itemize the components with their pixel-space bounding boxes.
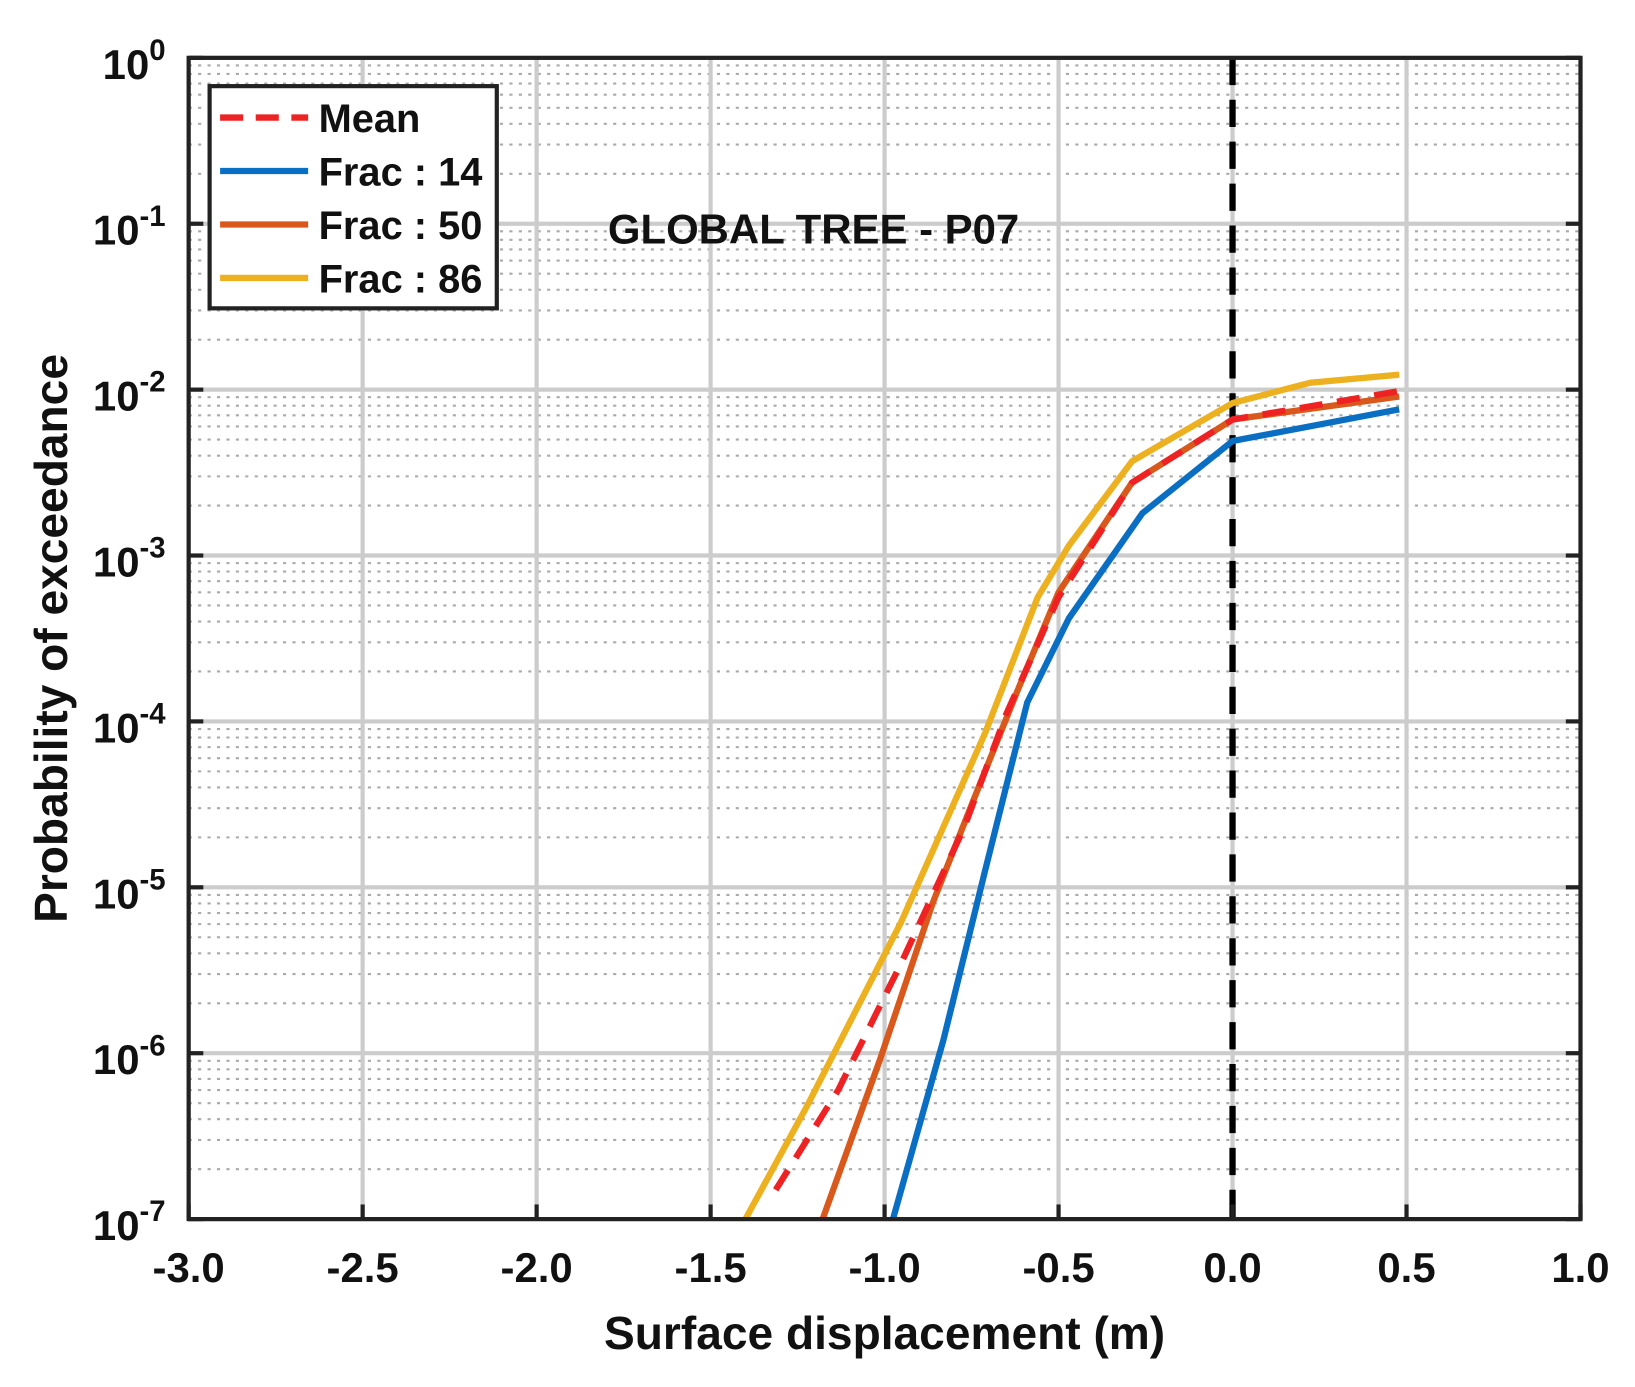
x-tick-label: -1.0 (848, 1244, 920, 1291)
series-line-frac-14 (889, 406, 1400, 1220)
x-tick-label: -3.0 (153, 1244, 225, 1291)
series-lines (742, 371, 1400, 1221)
y-tick-exponent: 0 (149, 34, 165, 67)
x-axis-label: Surface displacement (m) (604, 1307, 1165, 1359)
x-tick-label: 0.5 (1377, 1244, 1435, 1291)
x-tick-label: -2.5 (327, 1244, 399, 1291)
y-tick-label: 10-1 (93, 200, 166, 254)
y-tick-base: 10 (93, 1036, 140, 1083)
legend-label: Mean (319, 97, 421, 141)
y-tick-base: 10 (93, 207, 140, 254)
x-tick-label: -0.5 (1022, 1244, 1094, 1291)
y-tick-label: 10-7 (93, 1195, 166, 1249)
x-tick-label: -2.0 (501, 1244, 573, 1291)
legend-label: Frac : 50 (319, 204, 483, 248)
legend: Mean Frac : 14 Frac : 50 Frac : 86 (207, 84, 499, 311)
x-tick-label: -1.5 (674, 1244, 746, 1291)
legend-label: Frac : 86 (319, 258, 483, 302)
x-tick-label: 1.0 (1551, 1244, 1609, 1291)
y-tick-label: 10-4 (93, 698, 166, 752)
y-tick-exponent: -7 (140, 1195, 166, 1228)
series-line-frac-86 (742, 371, 1400, 1221)
series-line-mean (773, 388, 1400, 1192)
legend-box (207, 84, 499, 311)
y-tick-base: 10 (93, 704, 140, 751)
y-tick-base: 10 (93, 373, 140, 420)
y-tick-base: 10 (93, 538, 140, 585)
y-tick-base: 10 (103, 41, 150, 88)
y-tick-base: 10 (93, 1202, 140, 1249)
legend-label: Frac : 14 (319, 151, 483, 195)
y-tick-exponent: -6 (140, 1029, 166, 1062)
x-tick-label: 0.0 (1203, 1244, 1261, 1291)
y-tick-exponent: -5 (140, 863, 166, 896)
y-tick-exponent: -3 (140, 532, 166, 565)
y-tick-exponent: -4 (140, 698, 167, 731)
chart-title: GLOBAL TREE - P07 (608, 205, 1019, 252)
y-axis-label: Probability of exceedance (25, 354, 77, 923)
y-tick-label: 10-3 (93, 532, 166, 586)
y-tick-exponent: -2 (140, 366, 166, 399)
y-tick-exponent: -1 (140, 200, 166, 233)
y-tick-label: 10-5 (93, 863, 166, 917)
y-tick-label: 100 (103, 34, 166, 88)
y-tick-base: 10 (93, 870, 140, 917)
y-tick-label: 10-6 (93, 1029, 166, 1083)
x-tick-labels: -3.0 -2.5 -2.0 -1.5 -1.0 -0.5 0.0 0.5 1.0 (153, 1204, 1610, 1291)
y-tick-label: 10-2 (93, 366, 166, 420)
